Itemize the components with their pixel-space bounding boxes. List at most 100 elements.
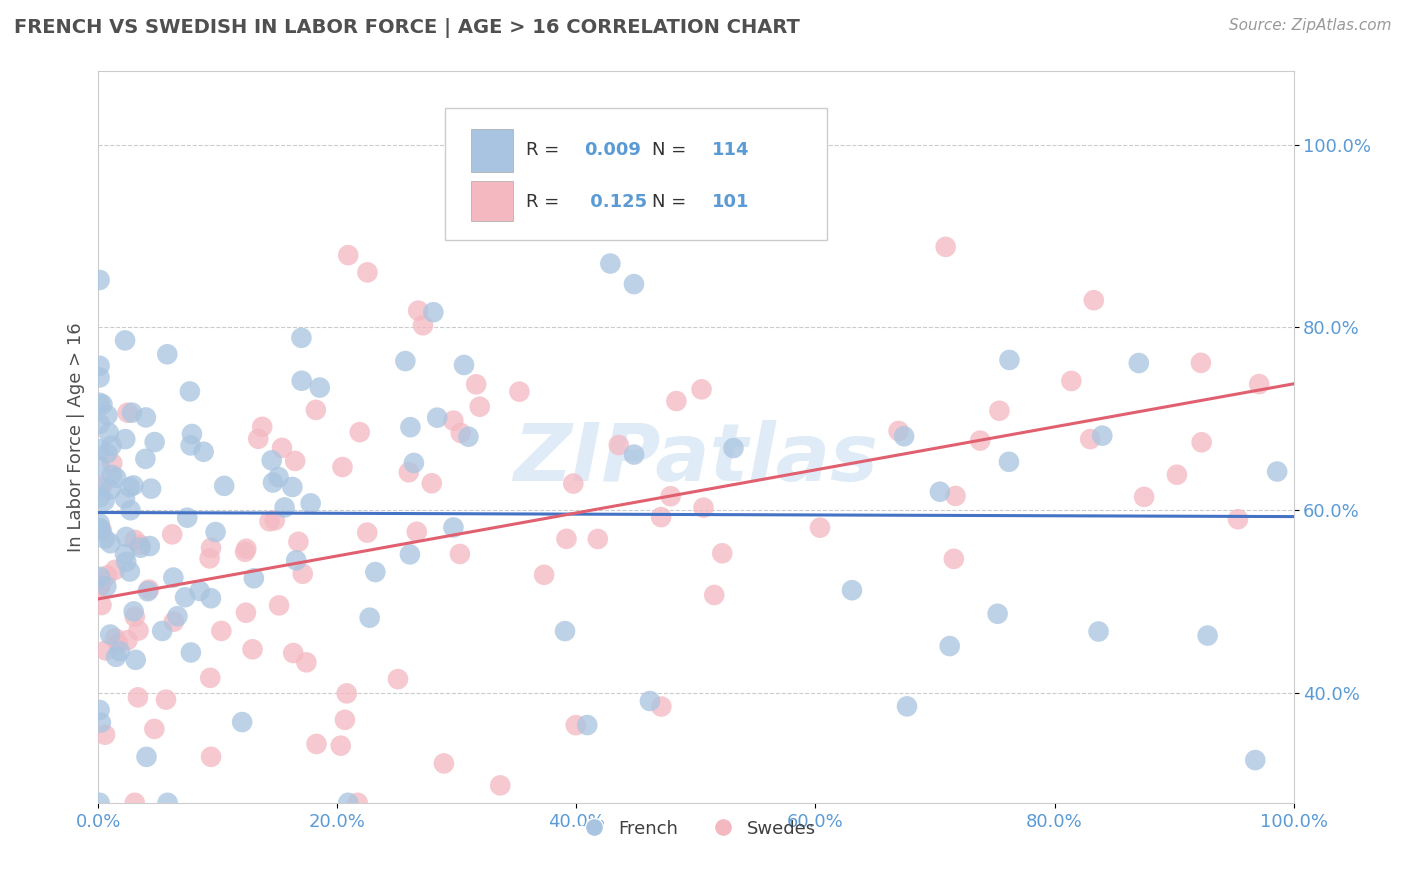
Point: [441, 414, 464, 428]
Text: N =: N =: [652, 193, 692, 211]
Point: [1197, 629, 1219, 643]
Point: [638, 694, 661, 708]
Point: [283, 646, 305, 660]
Point: [387, 672, 409, 686]
Point: [242, 642, 264, 657]
Point: [1166, 467, 1188, 482]
Point: [139, 482, 162, 496]
Point: [107, 636, 129, 650]
Point: [117, 406, 139, 420]
Point: [235, 541, 257, 556]
Point: [89, 796, 111, 810]
Point: [89, 370, 111, 384]
Text: 0.125: 0.125: [583, 193, 647, 211]
Point: [231, 714, 253, 729]
Point: [143, 435, 166, 450]
Point: [259, 514, 281, 528]
Point: [332, 460, 354, 475]
Point: [290, 331, 312, 345]
Point: [703, 588, 725, 602]
Point: [1083, 293, 1105, 308]
Point: [623, 448, 645, 462]
Point: [284, 454, 307, 468]
Point: [91, 397, 114, 411]
Point: [200, 749, 222, 764]
Point: [723, 441, 745, 455]
FancyBboxPatch shape: [471, 181, 513, 221]
Point: [692, 500, 714, 515]
Point: [100, 536, 122, 550]
Point: [108, 644, 131, 658]
Point: [89, 480, 111, 494]
Point: [273, 500, 295, 515]
Point: [1133, 490, 1156, 504]
Point: [155, 692, 177, 706]
Point: [935, 240, 957, 254]
Point: [449, 547, 471, 561]
Point: [89, 396, 111, 410]
Point: [271, 441, 294, 455]
Point: [562, 476, 585, 491]
Point: [101, 467, 124, 482]
Point: [90, 523, 112, 537]
Point: [89, 516, 111, 531]
Text: 101: 101: [711, 193, 749, 211]
Point: [896, 699, 918, 714]
Point: [364, 565, 387, 579]
Point: [938, 639, 960, 653]
Point: [90, 524, 112, 538]
Point: [337, 248, 360, 262]
Point: [623, 277, 645, 292]
Point: [181, 427, 204, 442]
Point: [406, 303, 429, 318]
Point: [166, 609, 188, 624]
Point: [115, 555, 138, 569]
Point: [122, 478, 145, 492]
Point: [336, 686, 359, 700]
Point: [135, 410, 157, 425]
Point: [243, 571, 266, 585]
Point: [1244, 753, 1267, 767]
Point: [988, 403, 1011, 417]
Point: [554, 624, 576, 639]
Point: [453, 358, 475, 372]
Point: [89, 521, 111, 535]
Point: [96, 446, 118, 460]
FancyBboxPatch shape: [446, 108, 827, 240]
Point: [89, 273, 111, 287]
Point: [263, 513, 285, 527]
Point: [586, 532, 609, 546]
Point: [665, 394, 688, 409]
Point: [998, 353, 1021, 368]
Point: [193, 444, 215, 458]
Point: [465, 377, 488, 392]
Point: [291, 374, 314, 388]
Point: [90, 715, 112, 730]
Point: [346, 796, 368, 810]
Point: [564, 718, 586, 732]
Point: [127, 690, 149, 705]
Point: [89, 580, 111, 594]
Point: [468, 400, 491, 414]
Point: [115, 530, 138, 544]
Point: [928, 484, 950, 499]
Point: [299, 496, 322, 510]
Point: [200, 591, 222, 606]
Point: [124, 796, 146, 810]
Point: [174, 591, 197, 605]
Point: [100, 483, 122, 497]
Point: [143, 722, 166, 736]
Text: FRENCH VS SWEDISH IN LABOR FORCE | AGE > 16 CORRELATION CHART: FRENCH VS SWEDISH IN LABOR FORCE | AGE >…: [14, 18, 800, 37]
Point: [89, 417, 111, 431]
Point: [176, 510, 198, 524]
Point: [426, 410, 449, 425]
Point: [650, 699, 672, 714]
Point: [156, 347, 179, 361]
Point: [337, 796, 360, 810]
Point: [90, 598, 112, 612]
Point: [422, 305, 444, 319]
Point: [124, 610, 146, 624]
Point: [104, 631, 127, 645]
Point: [267, 599, 290, 613]
Point: [1249, 377, 1271, 392]
